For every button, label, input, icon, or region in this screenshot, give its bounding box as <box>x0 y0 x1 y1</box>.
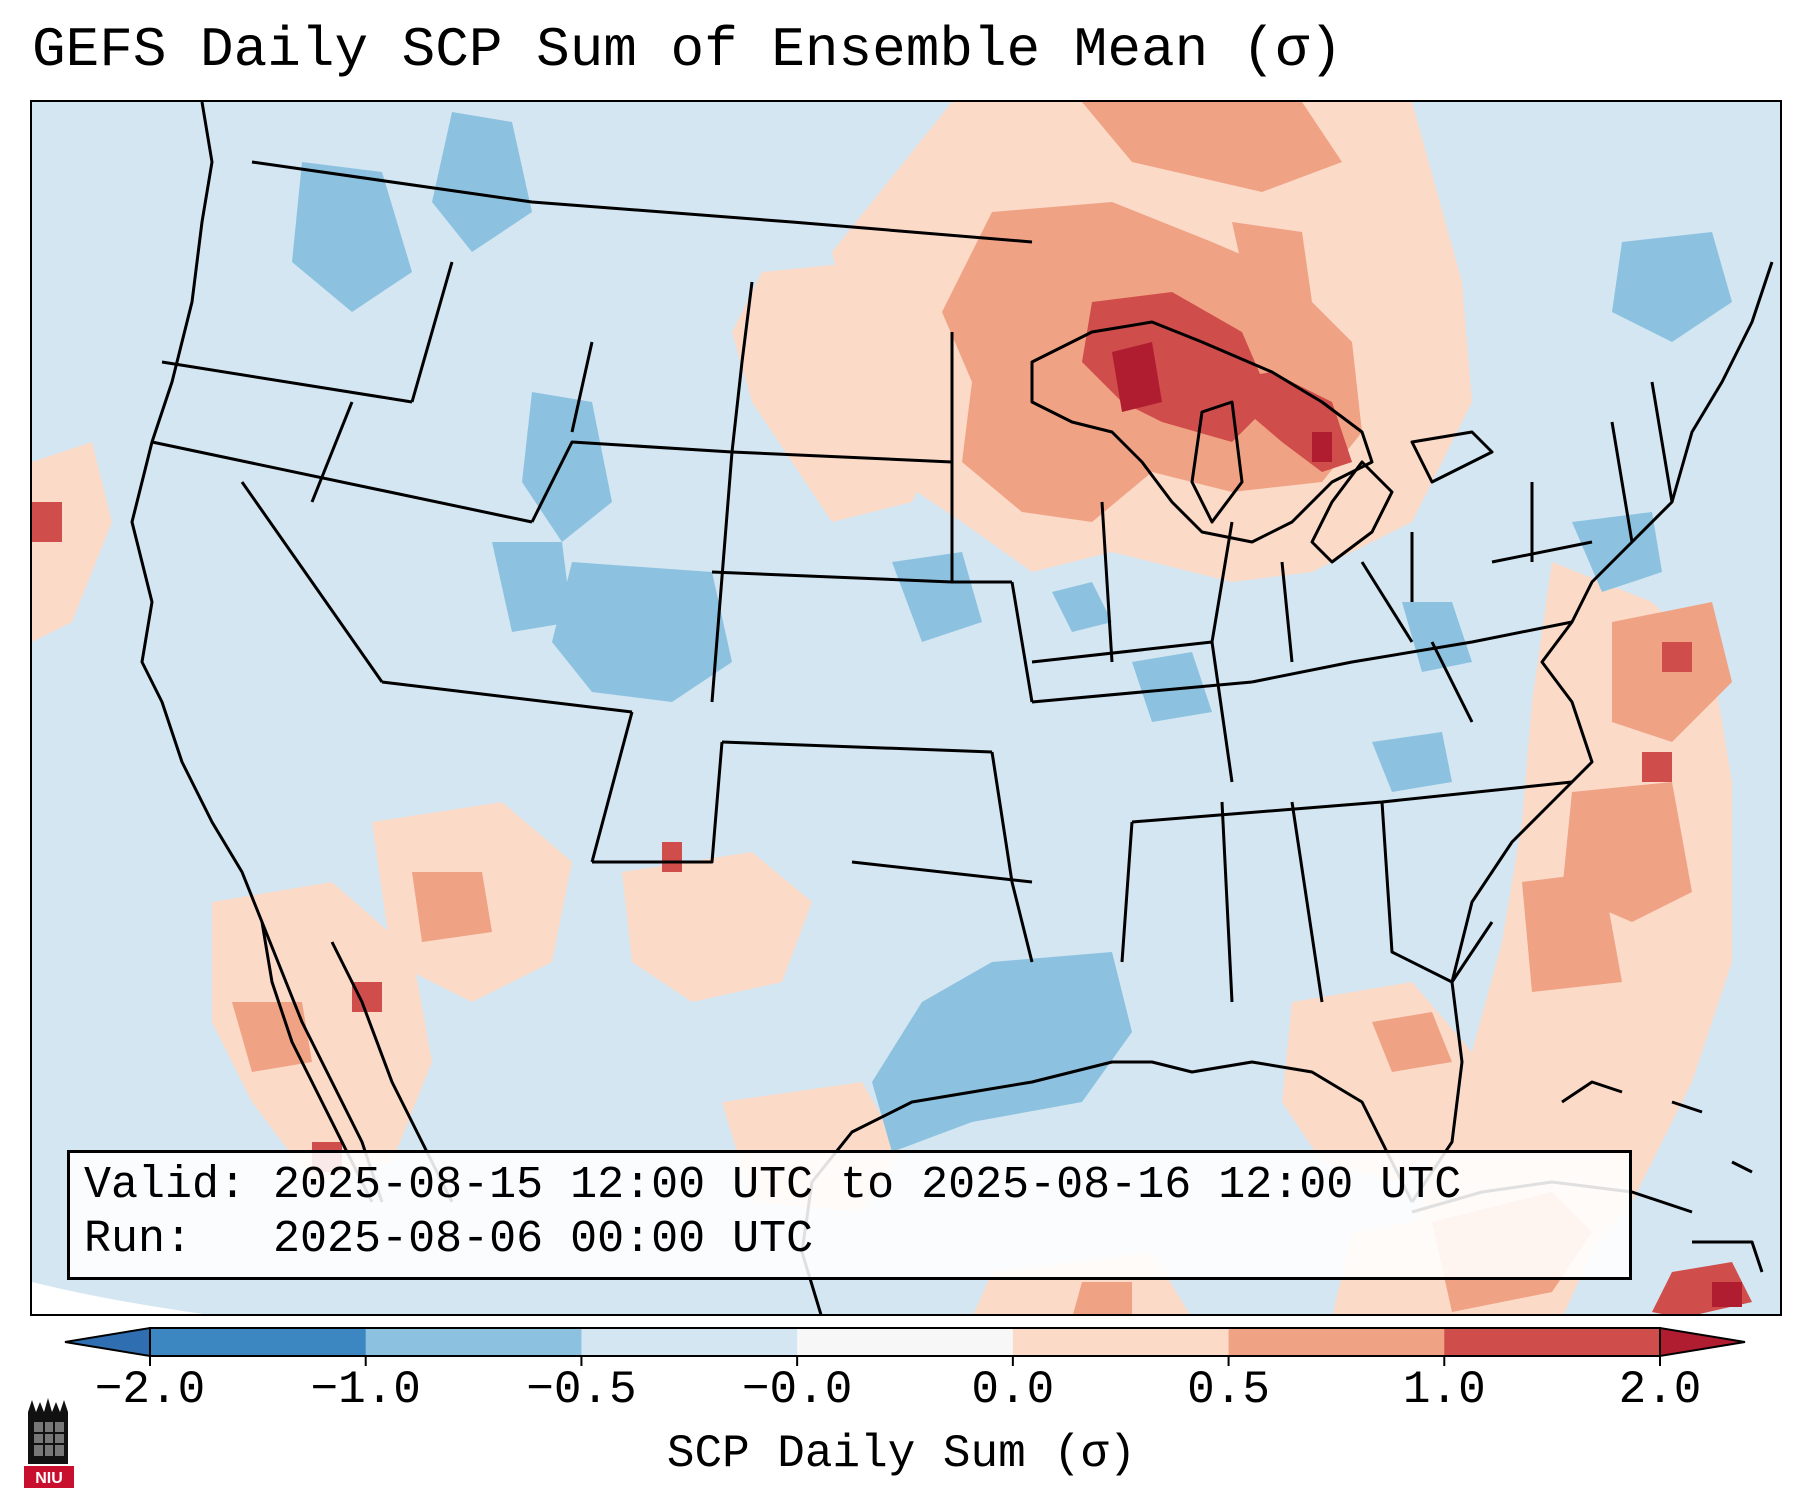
colorbar-segment <box>1012 1328 1230 1356</box>
colorbar-label: SCP Daily Sum (σ) <box>666 1428 1137 1480</box>
colorbar-over-extension <box>1659 1326 1746 1358</box>
colorbar-segment <box>797 1328 1014 1356</box>
map-canvas <box>32 102 1780 1314</box>
valid-value: 2025-08-15 12:00 UTC to 2025-08-16 12:00… <box>273 1160 1462 1211</box>
colorbar <box>64 1326 1746 1366</box>
chart-title: GEFS Daily SCP Sum of Ensemble Mean (σ) <box>32 18 1343 82</box>
field-negative <box>292 112 1732 1152</box>
colorbar-tick-label: −0.5 <box>526 1364 637 1416</box>
niu-logo: NIU <box>24 1398 74 1488</box>
colorbar-segment <box>1228 1328 1445 1356</box>
field-extreme-positive <box>1112 342 1742 1307</box>
colorbar-tick-label: 0.0 <box>971 1364 1055 1416</box>
logo-text: NIU <box>35 1470 63 1487</box>
projection-edge <box>32 1282 204 1314</box>
colorbar-tick-label: 1.0 <box>1402 1364 1486 1416</box>
colorbar-tick-label: 0.5 <box>1187 1364 1270 1416</box>
colorbar-segment <box>1444 1328 1661 1356</box>
colorbar-segment <box>581 1328 798 1356</box>
colorbar-segment <box>365 1328 582 1356</box>
colorbar-tick-label: −2.0 <box>94 1364 206 1416</box>
valid-label: Valid: <box>84 1160 247 1211</box>
colorbar-tick-label: 2.0 <box>1618 1364 1702 1416</box>
map-panel <box>30 100 1782 1316</box>
colorbar-under-extension <box>64 1326 151 1358</box>
colorbar-outline <box>149 1327 1661 1357</box>
colorbar-tick-label: −1.0 <box>310 1364 421 1416</box>
valid-run-info-box: Valid: 2025-08-15 12:00 UTC to 2025-08-1… <box>67 1150 1632 1280</box>
colorbar-tick-label: −0.0 <box>741 1364 853 1416</box>
boundary-lines <box>130 102 1774 1314</box>
run-label: Run: <box>84 1214 193 1265</box>
run-value: 2025-08-06 00:00 UTC <box>273 1214 814 1265</box>
colorbar-segment <box>150 1328 367 1356</box>
